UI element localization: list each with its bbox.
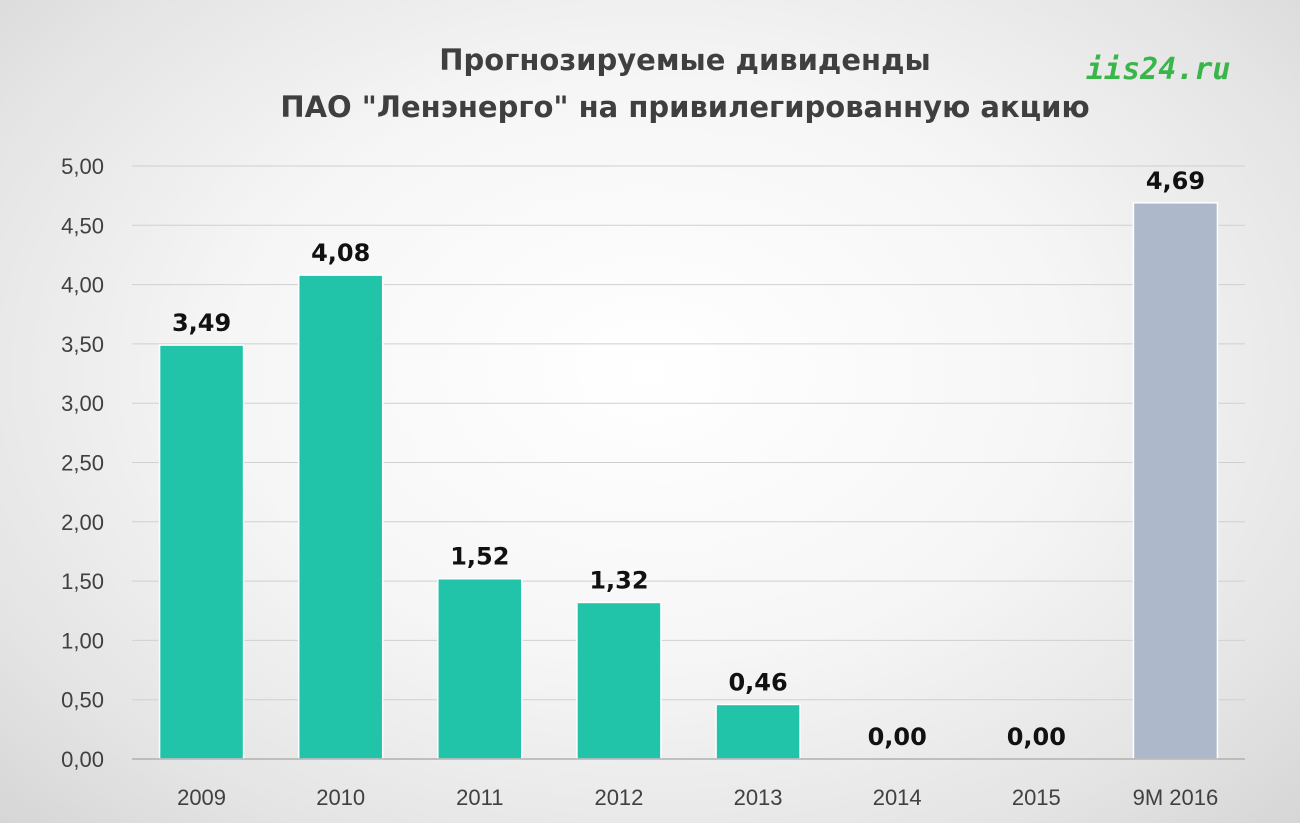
- x-tick-label: 2012: [594, 785, 643, 810]
- chart-title-line-1: Прогнозируемые дивиденды: [439, 43, 931, 77]
- y-tick-label: 5,00: [61, 154, 104, 179]
- bar: [297, 274, 384, 760]
- data-label: 4,08: [311, 239, 370, 267]
- watermark: iis24.ru: [1086, 52, 1231, 87]
- bar: [437, 577, 523, 760]
- y-tick-label: 2,50: [61, 451, 104, 476]
- bar: [715, 703, 801, 760]
- data-labels: 3,49 4,08 1,52 1,32 0,46 0,00 0,00 4,69: [172, 167, 1205, 751]
- x-tick-label: 2010: [316, 785, 365, 810]
- data-label: 0,00: [868, 723, 927, 751]
- y-axis-ticks: 0,00 0,50 1,00 1,50 2,00 2,50 3,00 3,50 4,00 4,50…: [61, 154, 104, 772]
- data-label: 1,32: [589, 566, 648, 594]
- y-tick-label: 3,00: [61, 391, 104, 416]
- y-tick-label: 4,00: [61, 273, 104, 298]
- x-tick-label: 2015: [1012, 785, 1061, 810]
- chart-title-line-2: ПАО "Ленэнерго" на привилегированную акц…: [280, 90, 1090, 124]
- y-tick-label: 0,00: [61, 747, 104, 772]
- bar: [158, 344, 245, 760]
- y-tick-label: 0,50: [61, 688, 104, 713]
- bars: [158, 202, 1219, 760]
- data-label: 0,46: [728, 668, 787, 696]
- data-label: 3,49: [172, 309, 231, 337]
- data-label: 0,00: [1007, 723, 1066, 751]
- x-tick-label: 2014: [873, 785, 922, 810]
- y-tick-label: 3,50: [61, 332, 104, 357]
- y-tick-label: 1,00: [61, 628, 104, 653]
- bar: [576, 601, 662, 760]
- y-tick-label: 4,50: [61, 213, 104, 238]
- bar: [1132, 202, 1219, 760]
- x-tick-label: 2013: [734, 785, 783, 810]
- y-tick-label: 1,50: [61, 569, 104, 594]
- data-label: 1,52: [450, 543, 509, 571]
- x-tick-label: 9M 2016: [1133, 785, 1219, 810]
- x-axis-ticks: 2009 2010 2011 2012 2013 2014 2015 9M 2016: [177, 785, 1218, 810]
- y-tick-label: 2,00: [61, 510, 104, 535]
- data-label: 4,69: [1146, 167, 1205, 195]
- x-tick-label: 2011: [456, 785, 503, 810]
- x-tick-label: 2009: [177, 785, 226, 810]
